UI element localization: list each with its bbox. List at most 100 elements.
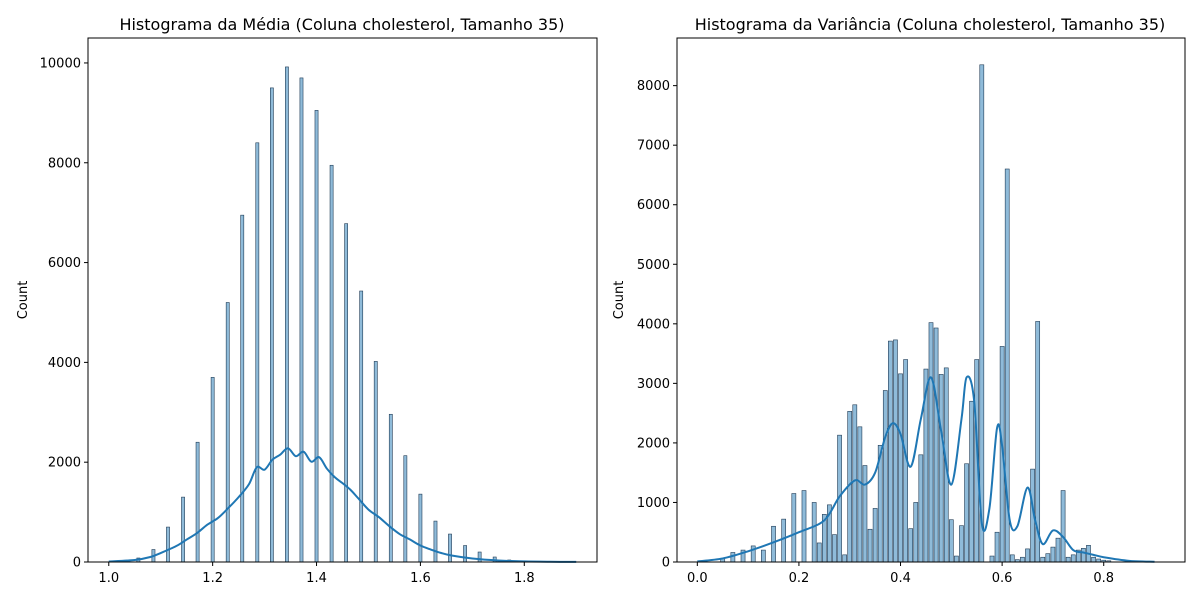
variance-histogram-bar-8 (801, 490, 807, 563)
variance-histogram-bar-20 (867, 528, 873, 563)
variance-histogram-bar-38 (959, 525, 964, 563)
variance-histogram-plot-area (676, 37, 1186, 563)
mean-histogram-bar-6 (225, 302, 230, 563)
mean-histogram-bar-19 (418, 493, 423, 563)
variance-y-tick-label-0: 0 (662, 556, 670, 571)
variance-histogram-bar-36 (948, 519, 954, 563)
variance-histogram-bar-63 (1091, 556, 1096, 563)
variance-histogram-y-axis: 0 1000 2000 3000 4000 5000 6000 7000 8000 (637, 79, 677, 571)
mean-histogram-bar-16 (373, 361, 378, 563)
mean-y-tick-label-3: 6000 (48, 256, 81, 271)
variance-histogram-bar-61 (1081, 547, 1086, 563)
variance-histogram-bar-17 (852, 404, 858, 563)
mean-histogram-bar-4 (195, 441, 200, 563)
variance-histogram-bar-28 (908, 528, 914, 563)
mean-histogram-x-axis: 1.0 1.2 1.4 1.6 1.8 (98, 562, 535, 586)
variance-histogram-bar-19 (862, 465, 868, 563)
mean-histogram-bar-9 (270, 87, 274, 563)
variance-histogram-bar-4 (761, 549, 766, 563)
variance-histogram-bar-37 (954, 555, 959, 563)
variance-histogram-bar-10 (816, 542, 822, 563)
mean-histogram-y-axis-label: Count (16, 281, 31, 320)
mean-x-tick-label-3: 1.6 (410, 571, 431, 586)
mean-histogram-title: Histograma da Média (Coluna cholesterol,… (119, 15, 564, 34)
mean-histogram-bar-2 (166, 526, 170, 563)
variance-y-tick-label-7: 7000 (637, 139, 670, 154)
variance-histogram-bar-15 (842, 554, 847, 563)
variance-y-tick-label-6: 6000 (637, 198, 670, 213)
mean-histogram-bar-15 (359, 290, 364, 563)
variance-x-tick-label-1: 0.2 (789, 571, 810, 586)
mean-histogram-bar-17 (388, 413, 393, 563)
variance-histogram-x-axis: 0.0 0.2 0.4 0.6 0.8 (687, 562, 1114, 586)
variance-histogram-bar-23 (882, 390, 888, 563)
variance-histogram-bar-18 (857, 426, 863, 563)
variance-histogram-bar-30 (918, 454, 924, 563)
variance-y-tick-label-5: 5000 (637, 258, 670, 273)
variance-histogram-bar-47 (1009, 554, 1015, 563)
mean-x-tick-label-1: 1.2 (202, 571, 223, 586)
mean-histogram-panel: Histograma da Média (Coluna cholesterol,… (16, 15, 598, 586)
mean-y-tick-label-5: 10000 (40, 56, 81, 71)
variance-histogram-bar-29 (913, 502, 919, 563)
variance-histogram-bar-54 (1045, 553, 1051, 563)
mean-histogram-bar-11 (299, 77, 304, 563)
variance-histogram-bar-56 (1055, 537, 1061, 563)
variance-histogram-bar-44 (994, 531, 1000, 563)
mean-histogram-bar-22 (463, 545, 467, 563)
variance-histogram-panel: Histograma da Variância (Coluna choleste… (612, 15, 1186, 586)
variance-histogram-bar-58 (1065, 556, 1071, 563)
variance-x-tick-label-0: 0.0 (687, 571, 708, 586)
mean-x-tick-label-4: 1.8 (514, 571, 535, 586)
variance-histogram-bar-26 (898, 373, 903, 563)
mean-histogram-bar-12 (314, 110, 319, 563)
variance-histogram-bar-39 (964, 463, 969, 563)
mean-histogram-bars (136, 66, 527, 563)
variance-histogram-title: Histograma da Variância (Coluna choleste… (695, 15, 1166, 34)
mean-histogram-bar-13 (329, 164, 334, 563)
variance-histogram-bar-21 (872, 508, 878, 563)
variance-histogram-bar-43 (989, 555, 995, 563)
variance-histogram-bar-57 (1060, 490, 1066, 563)
variance-x-tick-label-4: 0.8 (1093, 571, 1114, 586)
variance-histogram-bar-5 (771, 525, 776, 563)
mean-histogram-bar-8 (255, 142, 260, 563)
variance-y-tick-label-3: 3000 (637, 377, 670, 392)
mean-histogram-y-axis: 0 2000 4000 6000 8000 10000 (40, 56, 88, 571)
mean-x-tick-label-2: 1.4 (306, 571, 327, 586)
variance-histogram-bar-59 (1070, 554, 1076, 563)
variance-y-tick-label-2: 2000 (637, 436, 670, 451)
variance-y-tick-label-8: 8000 (637, 79, 670, 94)
variance-histogram-bar-34 (938, 374, 944, 563)
variance-y-tick-label-4: 4000 (637, 317, 670, 332)
variance-y-tick-label-1: 1000 (637, 496, 670, 511)
variance-histogram-y-axis-label: Count (612, 281, 627, 320)
mean-histogram-bar-7 (240, 214, 245, 563)
mean-x-tick-label-0: 1.0 (98, 571, 119, 586)
mean-y-tick-label-2: 4000 (48, 356, 81, 371)
variance-histogram-bar-24 (888, 340, 893, 563)
mean-histogram-bar-18 (403, 455, 408, 563)
variance-histogram-bar-7 (791, 493, 797, 563)
variance-histogram-bar-25 (893, 339, 898, 563)
variance-histogram-bar-40 (969, 400, 974, 563)
mean-histogram-bar-20 (433, 520, 438, 563)
mean-histogram-bar-14 (344, 223, 348, 563)
variance-x-tick-label-3: 0.6 (992, 571, 1013, 586)
mean-y-tick-label-4: 8000 (48, 156, 81, 171)
mean-histogram-bar-3 (181, 496, 185, 563)
variance-histogram-bar-55 (1050, 546, 1056, 563)
mean-histogram-kde-line (108, 447, 577, 563)
variance-histogram-bar-50 (1025, 548, 1030, 563)
variance-histogram-bar-32 (928, 322, 934, 563)
mean-histogram-plot-area (87, 37, 598, 563)
variance-histogram-bar-13 (832, 534, 837, 563)
mean-histogram-bar-23 (477, 551, 482, 563)
variance-histogram-kde-line (697, 375, 1155, 563)
variance-histogram-bar-6 (781, 518, 787, 563)
variance-histogram-bar-42 (979, 64, 985, 563)
mean-y-tick-label-0: 0 (73, 556, 81, 571)
variance-histogram-bar-53 (1040, 556, 1046, 563)
mean-y-tick-label-1: 2000 (48, 456, 81, 471)
